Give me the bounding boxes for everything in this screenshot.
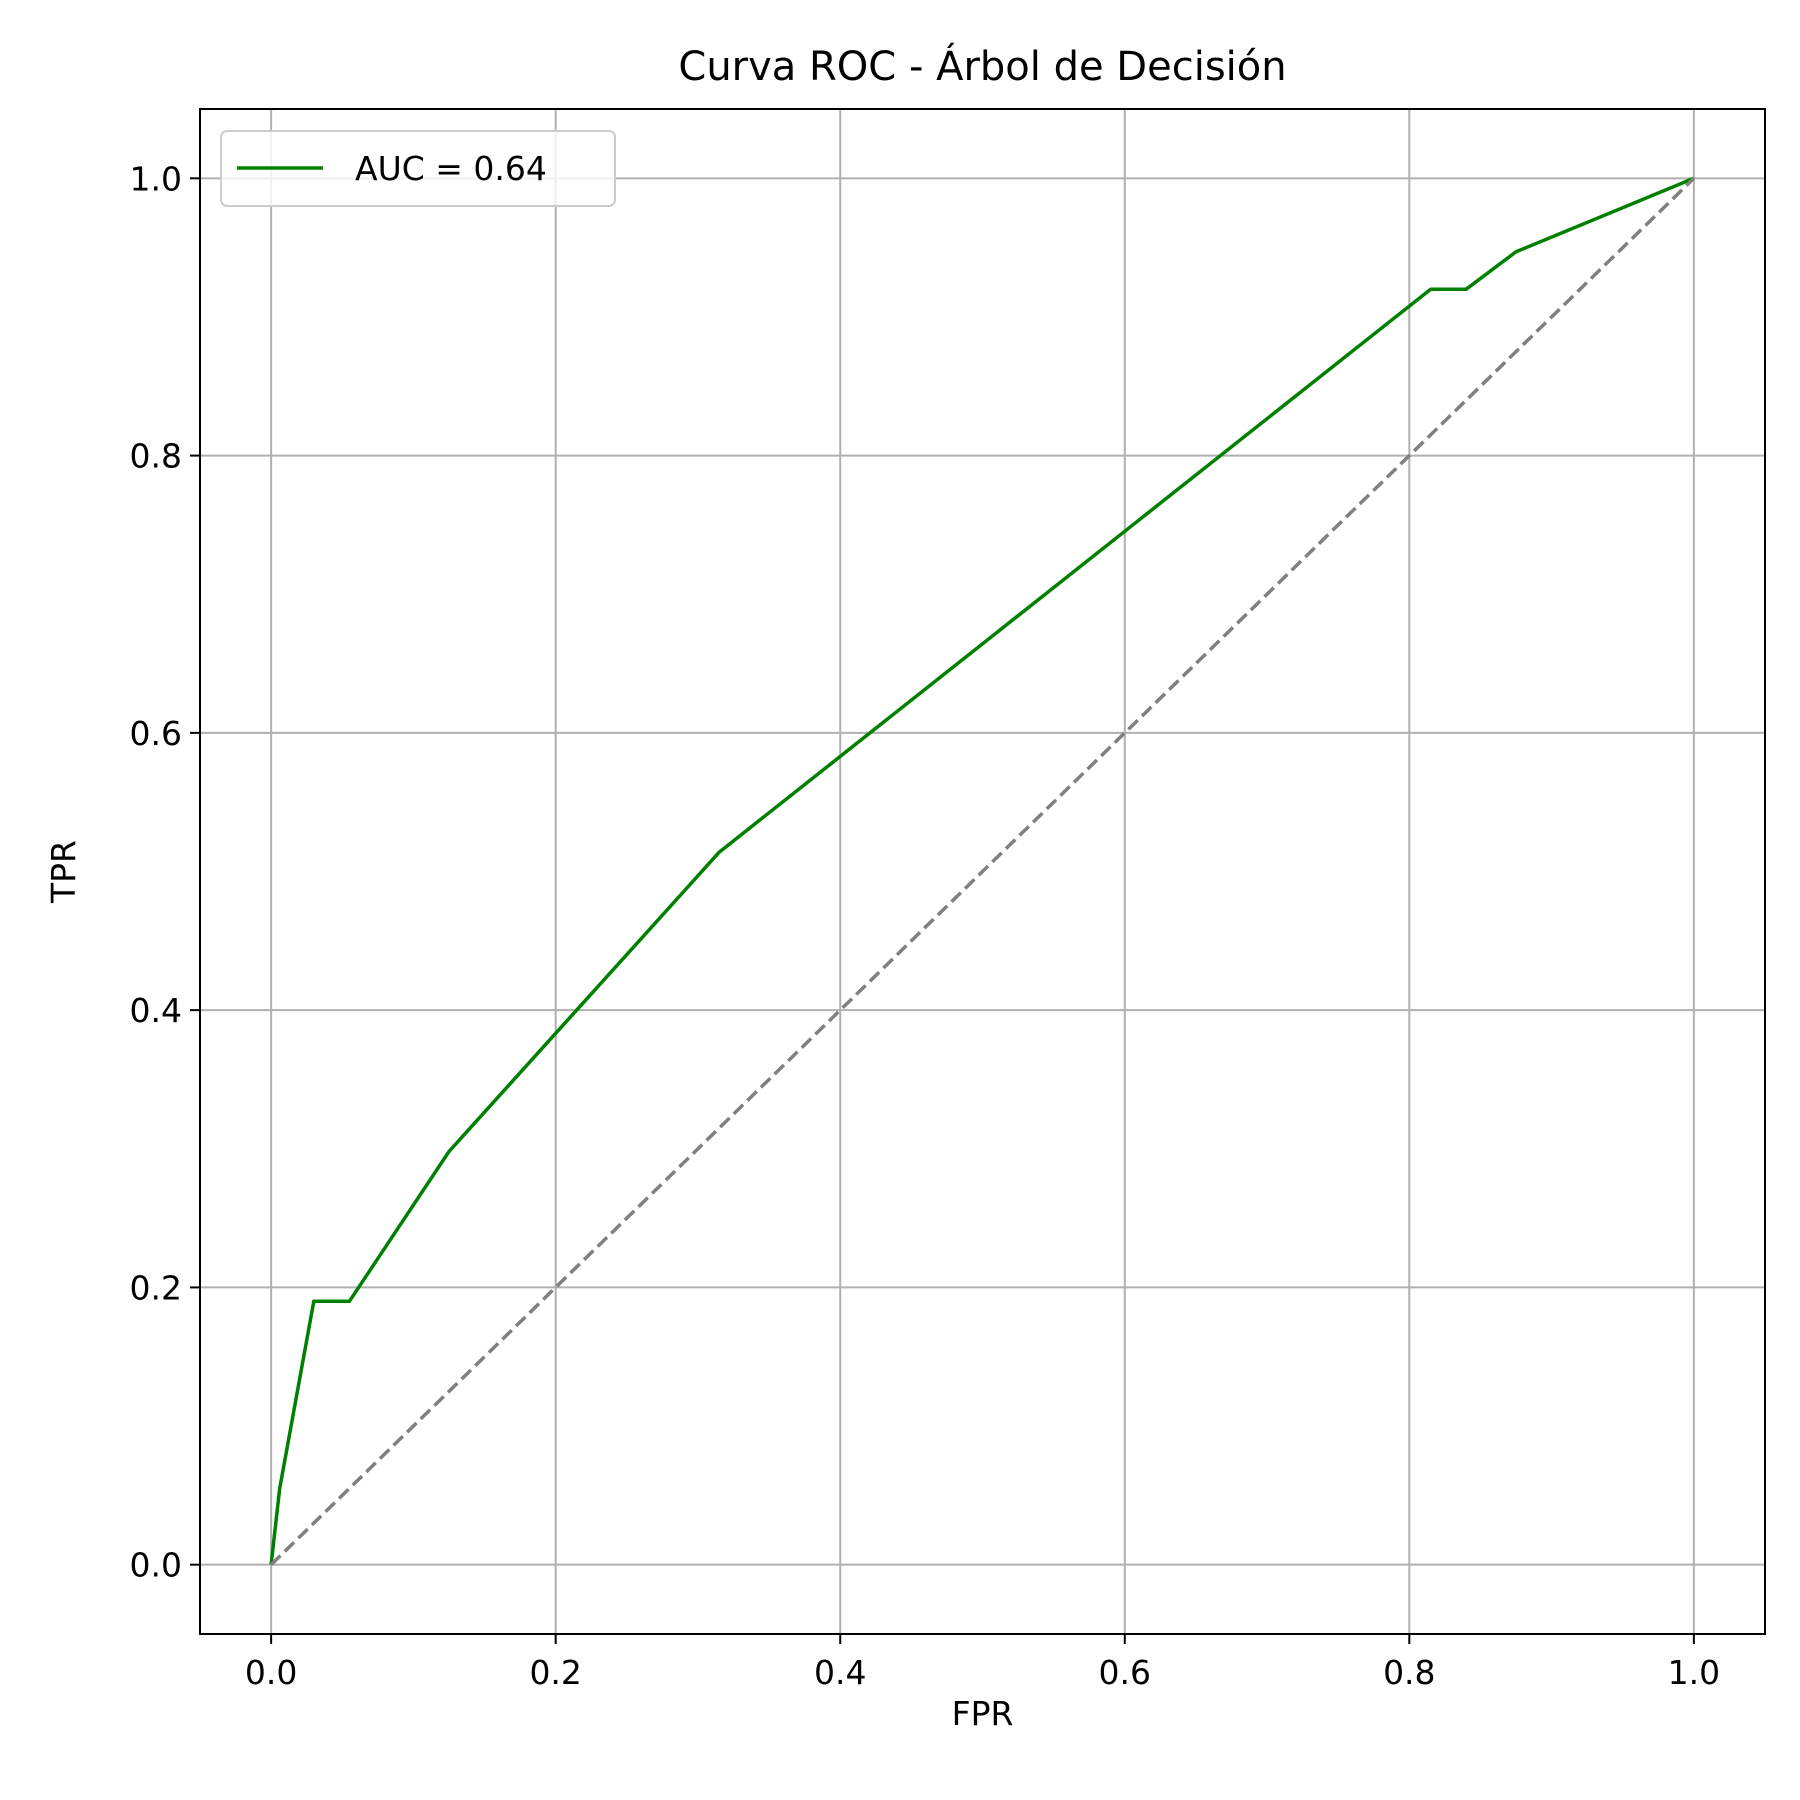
x-tick-label: 1.0 xyxy=(1668,1653,1720,1692)
x-tick-label: 0.6 xyxy=(1099,1653,1151,1692)
y-tick-label: 1.0 xyxy=(130,159,182,198)
y-tick-label: 0.6 xyxy=(130,714,182,753)
legend-box xyxy=(220,130,616,207)
x-tick-label: 0.8 xyxy=(1383,1653,1435,1692)
series-layer xyxy=(269,176,1696,1566)
y-tick-label: 0.4 xyxy=(130,991,182,1030)
y-tick-label: 0.2 xyxy=(130,1268,182,1307)
roc-curve-line xyxy=(269,176,1695,1565)
x-tick-label: 0.2 xyxy=(529,1653,581,1692)
reference-diagonal-line xyxy=(269,177,1696,1566)
x-axis-label: FPR xyxy=(952,1694,1014,1733)
x-tick-label: 0.0 xyxy=(245,1653,297,1692)
plot-frame xyxy=(199,108,1766,1635)
x-axis-ticks: 0.0 0.2 0.4 0.6 0.8 1.0 xyxy=(245,1634,1720,1692)
y-axis-ticks: 0.0 0.2 0.4 0.6 0.8 1.0 xyxy=(130,159,200,1585)
y-axis-label: TPR xyxy=(44,840,83,904)
chart-title: Curva ROC - Árbol de Decisión xyxy=(678,42,1286,90)
legend: AUC = 0.64 xyxy=(220,130,616,207)
x-tick-label: 0.4 xyxy=(814,1653,866,1692)
y-tick-label: 0.0 xyxy=(130,1546,182,1585)
y-tick-label: 0.8 xyxy=(130,437,182,476)
legend-label-auc: AUC = 0.64 xyxy=(355,149,547,188)
